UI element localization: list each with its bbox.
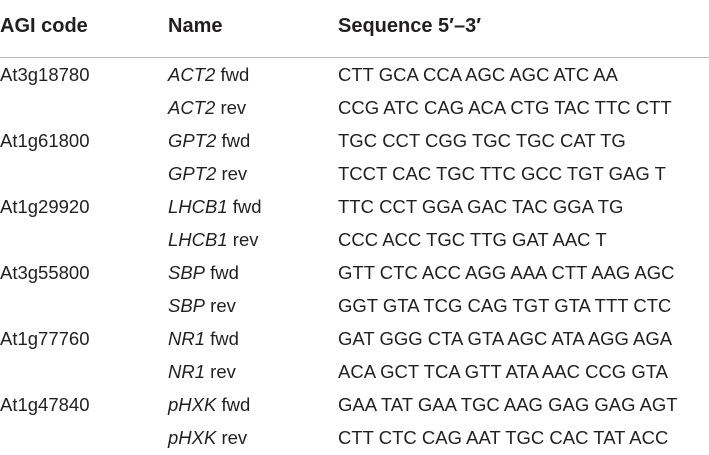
- primer-table-body: At3g18780 ACT2 fwd CTT GCA CCA AGC AGC ATC…: [0, 58, 709, 454]
- primer-direction: rev: [210, 295, 236, 316]
- table-row: At3g18780 ACT2 fwd CTT GCA CCA AGC AGC ATC…: [0, 58, 709, 91]
- primer-direction: fwd: [232, 196, 262, 217]
- table-row: SBP rev GGT GTA TCG CAG TGT GTA TTT CTC: [0, 289, 709, 322]
- primer-direction: rev: [210, 361, 236, 382]
- primer-name-cell: pHXK fwd: [168, 395, 250, 415]
- gene-symbol: LHCB1: [168, 196, 228, 217]
- primer-direction: fwd: [210, 262, 239, 283]
- primer-name-cell: GPT2 fwd: [168, 131, 250, 151]
- primer-name-cell: LHCB1 fwd: [168, 197, 262, 217]
- gene-symbol: NR1: [168, 328, 206, 349]
- gene-symbol: ACT2: [168, 64, 216, 85]
- gene-symbol: SBP: [168, 295, 206, 316]
- sequence-cell: CCG ATC CAG ACA CTG TAC TTC CTT: [338, 97, 672, 118]
- table-row: At1g47840 pHXK fwd GAA TAT GAA TGC AAG GAG…: [0, 388, 709, 421]
- primer-direction: fwd: [221, 394, 251, 415]
- primer-direction: rev: [232, 229, 259, 250]
- sequence-cell: TCCT CAC TGC TTC GCC TGT GAG T: [338, 163, 666, 184]
- agi-code-cell: At1g47840: [0, 394, 90, 415]
- table-row: NR1 rev ACA GCT TCA GTT ATA AAC CCG GTA: [0, 355, 709, 388]
- table-row: GPT2 rev TCCT CAC TGC TTC GCC TGT GAG T: [0, 157, 709, 190]
- primer-name-cell: NR1 rev: [168, 362, 236, 382]
- primer-direction: fwd: [210, 328, 239, 349]
- table-row: At1g77760 NR1 fwd GAT GGG CTA GTA AGC ATA …: [0, 322, 709, 355]
- primer-name-cell: SBP rev: [168, 296, 236, 316]
- gene-symbol: NR1: [168, 361, 206, 382]
- table-row: ACT2 rev CCG ATC CAG ACA CTG TAC TTC CTT: [0, 91, 709, 124]
- agi-code-cell: At1g61800: [0, 130, 90, 151]
- sequence-cell: GAA TAT GAA TGC AAG GAG GAG AGT: [338, 394, 678, 415]
- sequence-cell: CTT GCA CCA AGC AGC ATC AA: [338, 64, 618, 85]
- gene-symbol: SBP: [168, 262, 206, 283]
- agi-code-cell: At1g29920: [0, 196, 90, 217]
- agi-code-cell: At3g18780: [0, 64, 90, 85]
- gene-symbol: ACT2: [168, 97, 216, 118]
- gene-symbol: GPT2: [168, 163, 217, 184]
- primer-direction: rev: [221, 427, 248, 448]
- sequence-cell: GTT CTC ACC AGG AAA CTT AAG AGC: [338, 262, 675, 283]
- header-sequence: Sequence 5′–3′: [338, 15, 481, 37]
- primer-name-cell: NR1 fwd: [168, 329, 239, 349]
- sequence-cell: TTC CCT GGA GAC TAC GGA TG: [338, 196, 624, 217]
- header-name: Name: [168, 15, 223, 37]
- gene-symbol: LHCB1: [168, 229, 228, 250]
- table-row: At1g29920 LHCB1 fwd TTC CCT GGA GAC TAC GG…: [0, 190, 709, 223]
- gene-symbol: GPT2: [168, 130, 217, 151]
- primer-direction: rev: [220, 97, 247, 118]
- primer-direction: fwd: [221, 130, 251, 151]
- table-row: pHXK rev CTT CTC CAG AAT TGC CAC TAT ACC: [0, 421, 709, 454]
- sequence-cell: GGT GTA TCG CAG TGT GTA TTT CTC: [338, 295, 672, 316]
- header-agi-code: AGI code: [0, 15, 88, 37]
- table-row: At1g61800 GPT2 fwd TGC CCT CGG TGC TGC CAT…: [0, 124, 709, 157]
- table-header: AGI code Name Sequence 5′–3′: [0, 0, 709, 58]
- sequence-cell: ACA GCT TCA GTT ATA AAC CCG GTA: [338, 361, 668, 382]
- sequence-cell: CTT CTC CAG AAT TGC CAC TAT ACC: [338, 427, 669, 448]
- gene-symbol: pHXK: [168, 394, 217, 415]
- primer-name-cell: SBP fwd: [168, 263, 239, 283]
- agi-code-cell: At1g77760: [0, 328, 90, 349]
- table-row: LHCB1 rev CCC ACC TGC TTG GAT AAC T: [0, 223, 709, 256]
- primer-direction: fwd: [220, 64, 250, 85]
- table-row: At3g55800 SBP fwd GTT CTC ACC AGG AAA CTT …: [0, 256, 709, 289]
- sequence-cell: GAT GGG CTA GTA AGC ATA AGG AGA: [338, 328, 673, 349]
- agi-code-cell: At3g55800: [0, 262, 90, 283]
- primer-name-cell: ACT2 rev: [168, 98, 246, 118]
- gene-symbol: pHXK: [168, 427, 217, 448]
- sequence-cell: TGC CCT CGG TGC TGC CAT TG: [338, 130, 626, 151]
- primer-name-cell: pHXK rev: [168, 428, 247, 448]
- primer-name-cell: GPT2 rev: [168, 164, 247, 184]
- header-divider: [0, 57, 709, 58]
- sequence-cell: CCC ACC TGC TTG GAT AAC T: [338, 229, 607, 250]
- primer-name-cell: ACT2 fwd: [168, 65, 249, 85]
- primer-direction: rev: [221, 163, 248, 184]
- primer-name-cell: LHCB1 rev: [168, 230, 258, 250]
